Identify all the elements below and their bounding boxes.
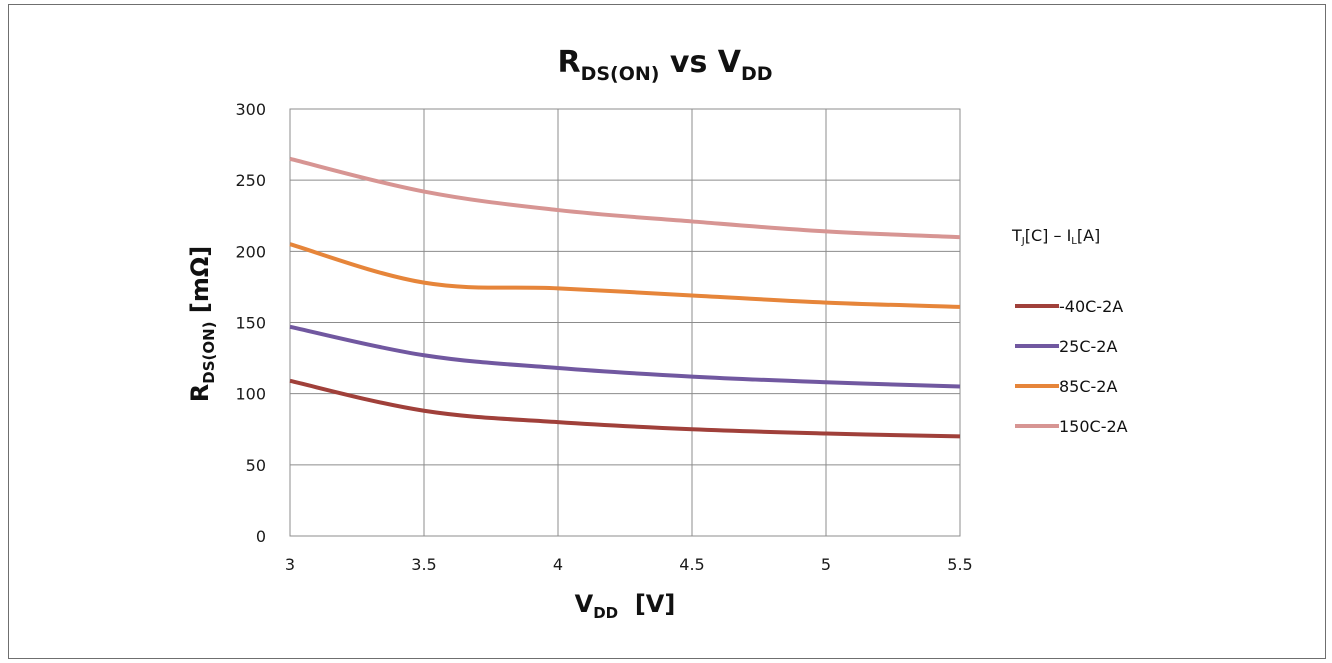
legend-item: -40C-2A (1015, 297, 1123, 316)
y-tick-label: 50 (246, 456, 266, 475)
series-line-150C-2A (289, 156, 961, 240)
legend-label: -40C-2A (1059, 297, 1123, 316)
x-axis-label-sub: DD (593, 604, 618, 622)
y-axis-label-sub: DS(ON) (200, 321, 218, 383)
y-axis-label-main: R (186, 384, 214, 402)
legend-title-t-sub: J (1021, 236, 1025, 247)
y-tick-label: 100 (235, 385, 266, 404)
y-tick-label: 250 (235, 171, 266, 190)
chart-title-main: R (557, 45, 580, 80)
legend-item: 25C-2A (1015, 337, 1117, 356)
y-axis-label: RDS(ON) [mΩ] (186, 246, 218, 402)
series-line-25C-2A (289, 324, 961, 389)
x-axis-label: VDD [V] (575, 590, 676, 622)
legend: -40C-2A 25C-2A 85C-2A 150C-2A (1015, 297, 1128, 436)
grid (289, 108, 961, 537)
chart-title-tail: vs V (659, 45, 741, 80)
x-tick-label: 3.5 (411, 555, 436, 574)
chart-title-tail-sub: DD (741, 63, 773, 85)
legend-item: 150C-2A (1015, 417, 1128, 436)
x-axis-label-main: V (575, 590, 594, 618)
legend-title-end: [A] (1077, 226, 1100, 245)
y-axis-label-tail: [mΩ] (186, 246, 214, 322)
legend-title-t: T (1011, 226, 1022, 245)
legend-title: TJ[C] – IL[A] (1011, 226, 1100, 247)
legend-label: 25C-2A (1059, 337, 1117, 356)
tick-labels: 0 50 100 150 200 250 300 3 3.5 4 4.5 5 5.5 (235, 100, 972, 574)
x-tick-label: 5 (821, 555, 831, 574)
x-tick-label: 3 (285, 555, 295, 574)
chart-title: RDS(ON) vs VDD (557, 45, 772, 85)
legend-label: 85C-2A (1059, 377, 1117, 396)
y-tick-label: 200 (235, 242, 266, 261)
chart-frame (8, 4, 1326, 659)
x-tick-label: 4.5 (679, 555, 704, 574)
legend-title-mid: [C] – I (1025, 226, 1072, 245)
x-axis-label-tail: [V] (618, 590, 675, 618)
series-lines (289, 156, 961, 439)
y-tick-label: 0 (256, 527, 266, 546)
chart-title-sub: DS(ON) (581, 63, 660, 85)
x-tick-label: 4 (553, 555, 563, 574)
legend-item: 85C-2A (1015, 377, 1117, 396)
series-line--40C-2A (289, 378, 961, 439)
series-line-85C-2A (289, 242, 961, 309)
y-tick-label: 300 (235, 100, 266, 119)
legend-title-i-sub: L (1071, 236, 1077, 247)
legend-label: 150C-2A (1059, 417, 1128, 436)
x-tick-label: 5.5 (947, 555, 972, 574)
y-tick-label: 150 (235, 314, 266, 333)
